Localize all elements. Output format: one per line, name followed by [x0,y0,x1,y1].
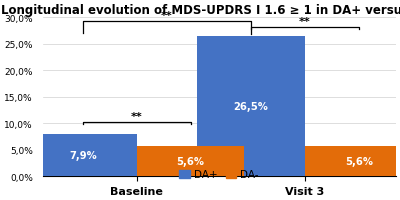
Text: **: ** [299,17,311,27]
Title: Longitudinal evolution of MDS-UPDRS I 1.6 ≥ 1 in DA+ versus DA-: Longitudinal evolution of MDS-UPDRS I 1.… [1,4,400,17]
Bar [137,147,244,176]
Text: **: ** [161,11,173,21]
Text: **: ** [131,111,143,121]
Legend: DA+, DA-: DA+, DA- [175,165,263,184]
Text: 5,6%: 5,6% [176,157,204,166]
Bar [29,135,137,176]
Text: 5,6%: 5,6% [345,157,373,166]
Text: 26,5%: 26,5% [234,101,268,111]
Bar [197,37,305,176]
Text: 7,9%: 7,9% [69,150,97,160]
Bar [305,147,400,176]
